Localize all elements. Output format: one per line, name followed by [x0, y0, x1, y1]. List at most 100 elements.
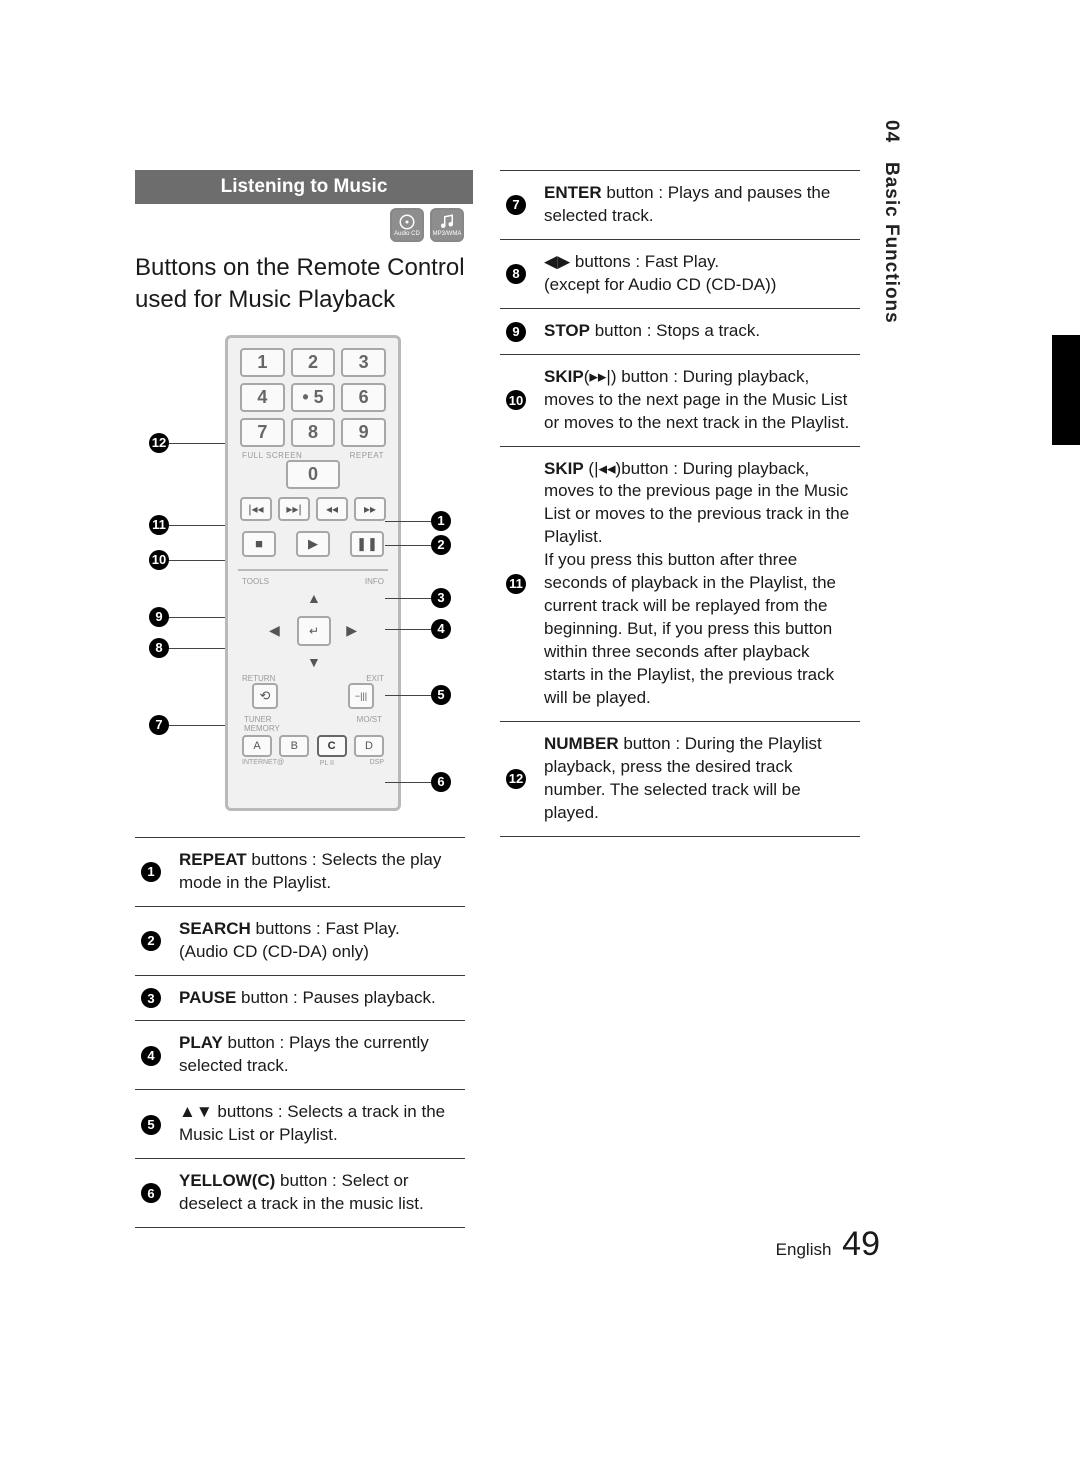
row-text-cell: YELLOW(C) button : Select or deselect a …: [173, 1159, 465, 1228]
callout-badge: 12: [149, 433, 169, 453]
left-column: Listening to Music Buttons on the Remote…: [135, 170, 465, 1228]
key-7: 7: [240, 418, 285, 447]
row-number-cell: 6: [135, 1159, 173, 1228]
label-tools: TOOLS: [242, 577, 269, 586]
callout-badge: 5: [431, 685, 451, 705]
label-return: RETURN: [242, 674, 275, 683]
table-row: 10 SKIP(▸▸|) button : During playback, mo…: [500, 354, 860, 446]
mp3-icon: MP3/WMA: [430, 208, 464, 242]
page-footer: English 49: [776, 1225, 880, 1264]
callout-lead: [385, 521, 431, 522]
number-badge: 4: [141, 1046, 161, 1066]
play-button: ▶: [296, 531, 330, 557]
number-badge: 6: [141, 1183, 161, 1203]
callout-lead: [385, 695, 431, 696]
skip-next-button: ▸▸|: [278, 497, 310, 521]
section-title-bar: Listening to Music: [135, 170, 473, 204]
return-button: ⟲: [252, 683, 278, 709]
remote-diagram: 1 2 3 4 • 5 6 7 8 9 FULL SCREEN REPEAT 0: [135, 335, 465, 815]
callout-lead: [169, 617, 225, 618]
side-tab: 04 Basic Functions: [880, 120, 1080, 324]
row-number-cell: 2: [135, 906, 173, 975]
table-row: 1 REPEAT buttons : Selects the play mode …: [135, 837, 465, 906]
number-badge: 12: [506, 769, 526, 789]
play-row: ■ ▶ ❚❚: [228, 525, 398, 563]
row-number-cell: 5: [135, 1090, 173, 1159]
key-8: 8: [291, 418, 336, 447]
row-number-cell: 12: [500, 721, 538, 836]
callout-lead: [169, 648, 225, 649]
label-repeat: REPEAT: [350, 451, 384, 460]
row-text-cell: SKIP(▸▸|) button : During playback, move…: [538, 354, 860, 446]
callout-lead: [169, 525, 225, 526]
key-2: 2: [291, 348, 336, 377]
label-memory: MEMORY: [244, 724, 280, 733]
table-row: 2SEARCH buttons : Fast Play.(Audio CD (C…: [135, 906, 465, 975]
callout-lead: [169, 560, 225, 561]
row-text-cell: NUMBER button : During the Playlist play…: [538, 721, 860, 836]
stop-button: ■: [242, 531, 276, 557]
number-badge: 5: [141, 1115, 161, 1135]
table-row: 5 ▲▼ buttons : Selects a track in the Mus…: [135, 1090, 465, 1159]
callout-lead: [385, 782, 431, 783]
callout-badge: 6: [431, 772, 451, 792]
row-text-cell: SEARCH buttons : Fast Play.(Audio CD (CD…: [173, 906, 465, 975]
callout-badge: 3: [431, 588, 451, 608]
table-row: 6 YELLOW(C) button : Select or deselect a…: [135, 1159, 465, 1228]
number-badge: 10: [506, 390, 526, 410]
page-heading: Buttons on the Remote Control used for M…: [135, 252, 465, 317]
chapter-title: Basic Functions: [881, 162, 902, 324]
dpad: ▲ ▼ ◀ ▶ ↵: [263, 590, 363, 670]
callout-badge: 4: [431, 619, 451, 639]
ffwd-button: ▸▸: [354, 497, 386, 521]
row-number-cell: 8: [500, 239, 538, 308]
callout-badge: 8: [149, 638, 169, 658]
label-internet: INTERNET@: [242, 759, 284, 767]
footer-lang: English: [776, 1240, 832, 1259]
row-text-cell: REPEAT buttons : Selects the play mode i…: [173, 837, 465, 906]
dpad-up: ▲: [307, 590, 321, 606]
number-badge: 1: [141, 862, 161, 882]
transport-row: |◂◂ ▸▸| ◂◂ ▸▸: [228, 489, 398, 525]
remote-body: 1 2 3 4 • 5 6 7 8 9 FULL SCREEN REPEAT 0: [225, 335, 401, 811]
number-badge: 9: [506, 322, 526, 342]
rewind-button: ◂◂: [316, 497, 348, 521]
label-exit: EXIT: [366, 674, 384, 683]
callout-lead: [385, 598, 431, 599]
label-dpl: 󙮯PL II: [320, 759, 334, 767]
key-1: 1: [240, 348, 285, 377]
thumb-index-tab: [1052, 335, 1080, 445]
callout-badge: 10: [149, 550, 169, 570]
label-fullscreen: FULL SCREEN: [242, 451, 302, 460]
callout-badge: 11: [149, 515, 169, 535]
row-text-cell: ◀▶ buttons : Fast Play.(except for Audio…: [538, 239, 860, 308]
table-row: 11SKIP (|◂◂)button : During playback, mo…: [500, 446, 860, 721]
number-badge: 11: [506, 574, 526, 594]
key-a: A: [242, 735, 272, 757]
key-b: B: [279, 735, 309, 757]
label-info: INFO: [365, 577, 384, 586]
callout-badge: 7: [149, 715, 169, 735]
table-row: 9 STOP button : Stops a track.: [500, 308, 860, 354]
row-number-cell: 4: [135, 1021, 173, 1090]
row-number-cell: 11: [500, 446, 538, 721]
key-5: • 5: [291, 383, 336, 412]
callout-badge: 1: [431, 511, 451, 531]
number-badge: 7: [506, 195, 526, 215]
mp3-label: MP3/WMA: [433, 231, 462, 237]
key-3: 3: [341, 348, 386, 377]
label-tuner: TUNER: [244, 715, 272, 724]
table-row: 3PAUSE button : Pauses playback.: [135, 975, 465, 1021]
table-row: 8◀▶ buttons : Fast Play.(except for Audi…: [500, 239, 860, 308]
footer-page: 49: [842, 1225, 880, 1263]
pause-button: ❚❚: [350, 531, 384, 557]
row-number-cell: 10: [500, 354, 538, 446]
audio-cd-icon: Audio CD: [390, 208, 424, 242]
color-keys: A B C D: [228, 733, 398, 759]
key-6: 6: [341, 383, 386, 412]
row-text-cell: ▲▼ buttons : Selects a track in the Musi…: [173, 1090, 465, 1159]
callout-lead: [169, 443, 225, 444]
row-text-cell: STOP button : Stops a track.: [538, 308, 860, 354]
enter-button: ↵: [297, 616, 331, 646]
key-d: D: [354, 735, 384, 757]
